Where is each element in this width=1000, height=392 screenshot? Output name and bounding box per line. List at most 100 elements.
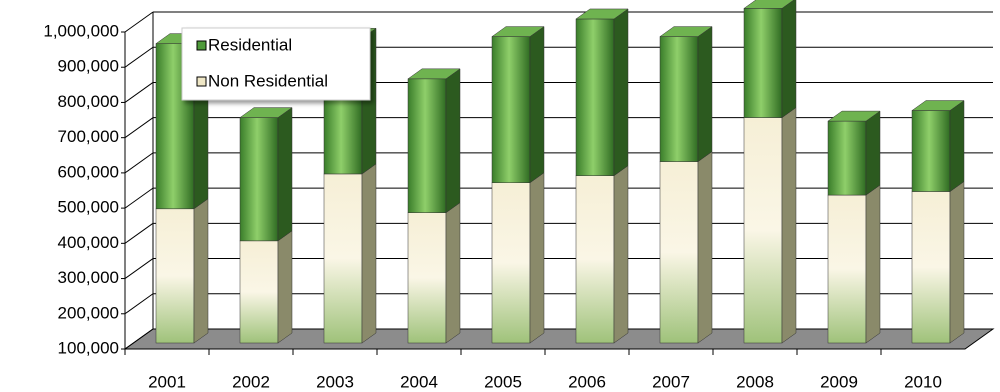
- bar-side: [781, 107, 797, 344]
- bar-side: [277, 107, 293, 242]
- legend: Residential Non Residential: [181, 27, 371, 101]
- y-tick-label: 1,000,000: [43, 21, 119, 40]
- bar-front: [911, 191, 951, 344]
- bar-front: [407, 212, 447, 344]
- bar-segment: [407, 202, 461, 344]
- bar-front: [491, 182, 531, 344]
- bar-front: [659, 161, 699, 344]
- y-tick-label: 600,000: [58, 162, 119, 181]
- y-tick-label: 200,000: [58, 303, 119, 322]
- grid-line: [124, 46, 154, 68]
- bar-front: [575, 18, 615, 176]
- x-tick-label: 2005: [484, 372, 522, 391]
- x-tick-label: 2009: [820, 372, 858, 391]
- x-tick-label: 2008: [736, 372, 774, 391]
- bar-segment: [491, 172, 545, 344]
- y-tick-label: 500,000: [58, 198, 119, 217]
- bar-side: [445, 202, 461, 344]
- grid-line: [124, 11, 154, 33]
- bar-top: [743, 0, 795, 9]
- legend-swatch: [196, 40, 207, 51]
- grid-line: [124, 152, 154, 174]
- bar-front: [659, 36, 699, 162]
- bar-segment: [575, 165, 629, 344]
- bar-front: [491, 36, 531, 183]
- bar-side: [697, 26, 713, 163]
- x-tick-label: 2002: [232, 372, 270, 391]
- bar-segment: [743, 0, 797, 119]
- bars: [155, 0, 965, 344]
- bar-side: [613, 165, 629, 344]
- bar-segment: [407, 68, 461, 214]
- bar-front: [239, 240, 279, 344]
- x-tick-label: 2003: [316, 372, 354, 391]
- grid-line: [124, 258, 154, 279]
- y-tick-label: 400,000: [58, 233, 119, 252]
- bar-segment: [659, 26, 713, 163]
- bar-side: [445, 68, 461, 214]
- bar-top: [575, 8, 629, 20]
- bar-side: [361, 163, 377, 344]
- bar-side: [865, 110, 881, 196]
- y-tick-label: 800,000: [58, 92, 119, 111]
- bar-top: [491, 26, 545, 37]
- bar-front: [743, 117, 783, 344]
- legend-box: [181, 27, 371, 101]
- legend-label: Non Residential: [208, 71, 328, 90]
- grid-line: [124, 328, 154, 350]
- legend-label: Residential: [208, 35, 292, 54]
- bar-segment: [155, 198, 209, 344]
- y-tick-label: 700,000: [58, 127, 119, 146]
- bar-front: [827, 194, 867, 344]
- bar-top: [659, 26, 713, 37]
- bar-side: [949, 100, 965, 193]
- bar-segment: [911, 100, 965, 193]
- bar-side: [529, 172, 545, 344]
- x-tick-label: 2004: [400, 372, 438, 391]
- bar-front: [239, 117, 279, 242]
- bar-top: [407, 68, 461, 80]
- y-tick-label: 300,000: [58, 268, 119, 287]
- bar-segment: [239, 230, 293, 344]
- grid-line: [124, 117, 154, 139]
- x-tick-label: 2010: [904, 372, 942, 391]
- grid-line: [124, 82, 154, 103]
- y-tick-label: 100,000: [58, 338, 119, 357]
- bar-side: [529, 26, 545, 184]
- bar-segment: [827, 184, 881, 344]
- bar-side: [781, 0, 797, 119]
- bar-top: [239, 107, 293, 118]
- bar-front: [323, 173, 363, 344]
- x-tick-label: 2006: [568, 372, 606, 391]
- bar-front: [575, 175, 615, 344]
- x-tick-label: 2007: [652, 372, 690, 391]
- y-tick-label: 900,000: [58, 57, 119, 76]
- grid-line: [124, 293, 154, 315]
- bar-segment: [659, 151, 713, 344]
- bar-top: [911, 100, 965, 111]
- bar-segment: [575, 8, 629, 177]
- x-tick-label: 2001: [148, 372, 186, 391]
- bar-side: [613, 8, 629, 177]
- bar-segment: [827, 110, 881, 196]
- grid-line: [124, 187, 154, 209]
- bar-segment: [491, 26, 545, 184]
- legend-swatch: [196, 76, 207, 87]
- bar-side: [697, 151, 713, 344]
- bar-side: [949, 181, 965, 344]
- bar-segment: [239, 107, 293, 242]
- bar-front: [407, 78, 447, 213]
- bar-side: [865, 184, 881, 344]
- labels: 100,000 200,000 300,000 400,000 500,000 600,0…: [43, 21, 942, 391]
- bar-front: [911, 110, 951, 192]
- bar-segment: [911, 181, 965, 344]
- bar-side: [277, 230, 293, 344]
- bar-front: [155, 208, 195, 344]
- bar-segment: [323, 163, 377, 344]
- bar-top: [827, 110, 881, 122]
- bar-side: [193, 198, 209, 344]
- grid-line: [124, 222, 154, 244]
- bar-segment: [743, 107, 797, 344]
- bar-front: [827, 120, 867, 196]
